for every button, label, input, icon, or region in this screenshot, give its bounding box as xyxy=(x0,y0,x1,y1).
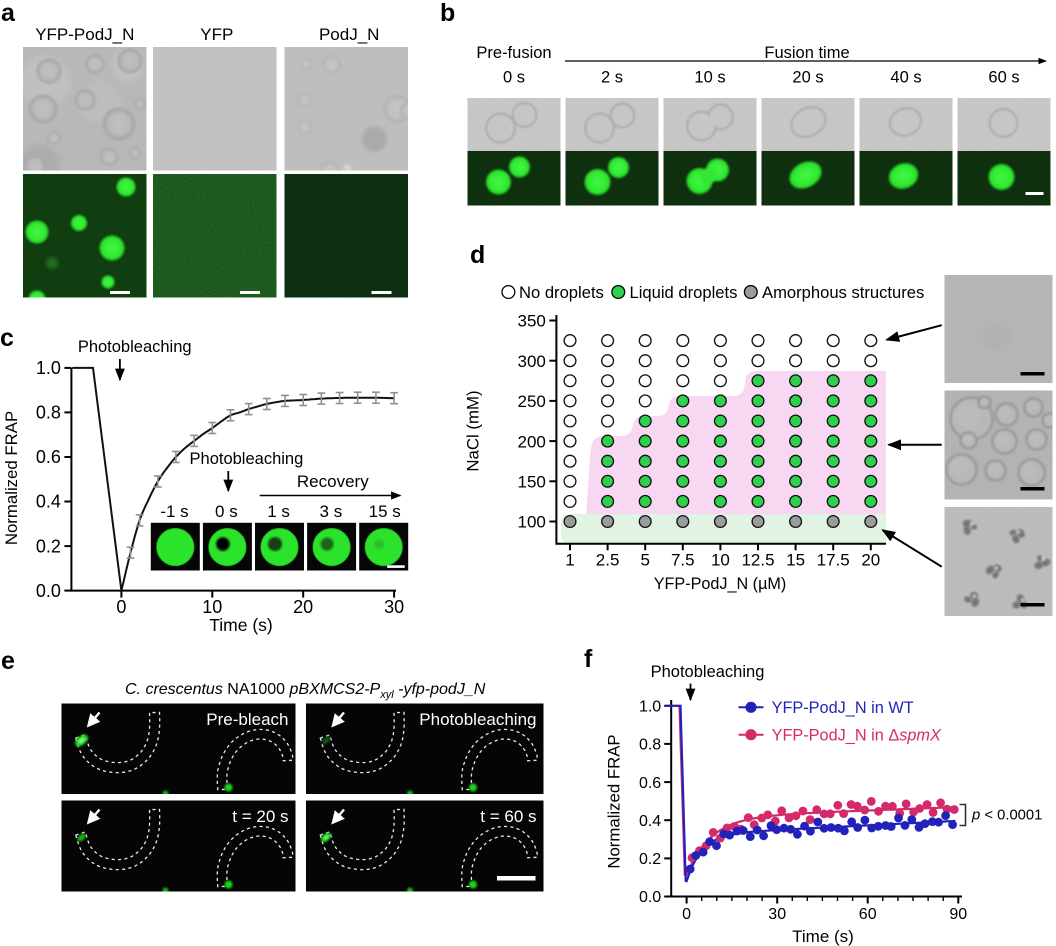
svg-text:15 s: 15 s xyxy=(369,502,401,521)
svg-text:60 s: 60 s xyxy=(988,69,1019,87)
svg-text:f: f xyxy=(584,645,593,673)
svg-text:Time (s): Time (s) xyxy=(209,615,273,635)
svg-text:C. crescentus NA1000 pBXMCS2-: C. crescentus NA1000 pBXMCS2-Pxyl -yfp-p… xyxy=(125,681,486,701)
svg-text:Photobleaching: Photobleaching xyxy=(78,338,192,356)
svg-text:e: e xyxy=(1,647,15,675)
svg-text:Time (s): Time (s) xyxy=(792,927,854,946)
svg-text:2 s: 2 s xyxy=(601,69,623,87)
svg-text:1: 1 xyxy=(565,550,574,569)
svg-text:NaCl (mM): NaCl (mM) xyxy=(464,390,483,471)
svg-text:Liquid droplets: Liquid droplets xyxy=(630,283,738,302)
svg-text:1.0: 1.0 xyxy=(36,358,61,378)
svg-text:0.2: 0.2 xyxy=(36,536,61,556)
svg-text:t = 60 s: t = 60 s xyxy=(480,807,536,826)
svg-text:0.0: 0.0 xyxy=(639,889,661,906)
svg-text:No droplets: No droplets xyxy=(519,283,604,302)
svg-text:Normalized FRAP: Normalized FRAP xyxy=(605,734,624,868)
svg-text:60: 60 xyxy=(859,906,877,923)
svg-text:0.6: 0.6 xyxy=(639,775,661,792)
svg-text:12.5: 12.5 xyxy=(741,550,774,569)
svg-text:0.4: 0.4 xyxy=(36,492,61,512)
svg-text:17.5: 17.5 xyxy=(817,550,850,569)
svg-text:Recovery: Recovery xyxy=(297,472,369,491)
svg-text:10: 10 xyxy=(711,550,730,569)
svg-text:100: 100 xyxy=(518,513,546,532)
svg-text:Pre-bleach: Pre-bleach xyxy=(206,710,288,729)
svg-text:250: 250 xyxy=(518,392,546,411)
svg-text:5: 5 xyxy=(640,550,649,569)
svg-text:10: 10 xyxy=(202,597,222,617)
svg-text:300: 300 xyxy=(518,352,546,371)
svg-text:YFP-PodJ_N in ΔspmX: YFP-PodJ_N in ΔspmX xyxy=(772,726,942,744)
svg-text:1.0: 1.0 xyxy=(639,699,661,716)
svg-text:20 s: 20 s xyxy=(792,69,823,87)
svg-text:0.8: 0.8 xyxy=(36,403,61,423)
svg-text:20: 20 xyxy=(293,597,313,617)
svg-text:b: b xyxy=(440,0,455,27)
svg-text:0.0: 0.0 xyxy=(36,581,61,601)
svg-text:Normalized FRAP: Normalized FRAP xyxy=(2,411,21,545)
svg-text:c: c xyxy=(0,324,14,352)
svg-text:1 s: 1 s xyxy=(267,502,290,521)
svg-text:30: 30 xyxy=(768,906,786,923)
svg-text:t = 20 s: t = 20 s xyxy=(232,807,288,826)
svg-text:10 s: 10 s xyxy=(694,69,725,87)
svg-text:15: 15 xyxy=(786,550,805,569)
svg-text:3 s: 3 s xyxy=(320,502,343,521)
svg-text:Amorphous structures: Amorphous structures xyxy=(762,283,924,302)
svg-text:0.4: 0.4 xyxy=(639,813,661,830)
svg-text:7.5: 7.5 xyxy=(671,550,695,569)
svg-text:200: 200 xyxy=(518,432,546,451)
svg-text:Photobleaching: Photobleaching xyxy=(651,663,765,681)
svg-text:0.2: 0.2 xyxy=(639,851,661,868)
svg-text:YFP-PodJ_N in WT: YFP-PodJ_N in WT xyxy=(772,699,914,717)
svg-text:0.6: 0.6 xyxy=(36,447,61,467)
svg-text:0 s: 0 s xyxy=(503,69,525,87)
svg-text:0: 0 xyxy=(116,597,126,617)
svg-text:-1 s: -1 s xyxy=(160,502,188,521)
svg-text:20: 20 xyxy=(861,550,880,569)
svg-text:a: a xyxy=(1,0,16,27)
svg-text:0.8: 0.8 xyxy=(639,737,661,754)
svg-text:Photobleaching: Photobleaching xyxy=(419,710,536,729)
svg-text:150: 150 xyxy=(518,473,546,492)
svg-text:90: 90 xyxy=(949,906,967,923)
svg-text:350: 350 xyxy=(518,312,546,331)
svg-text:YFP-PodJ_N: YFP-PodJ_N xyxy=(35,25,134,44)
svg-text:Fusion time: Fusion time xyxy=(764,44,849,62)
svg-text:2.5: 2.5 xyxy=(596,550,620,569)
svg-text:PodJ_N: PodJ_N xyxy=(319,25,379,44)
svg-text:YFP: YFP xyxy=(200,25,233,44)
svg-text:Pre-fusion: Pre-fusion xyxy=(476,44,551,62)
svg-text:40 s: 40 s xyxy=(890,69,921,87)
svg-text:p < 0.0001: p < 0.0001 xyxy=(971,808,1042,824)
svg-text:30: 30 xyxy=(384,597,404,617)
svg-text:YFP-PodJ_N (µM): YFP-PodJ_N (µM) xyxy=(654,575,787,593)
svg-text:0 s: 0 s xyxy=(215,502,238,521)
svg-text:d: d xyxy=(470,241,485,269)
svg-text:Photobleaching: Photobleaching xyxy=(190,450,304,468)
svg-text:0: 0 xyxy=(682,906,691,923)
